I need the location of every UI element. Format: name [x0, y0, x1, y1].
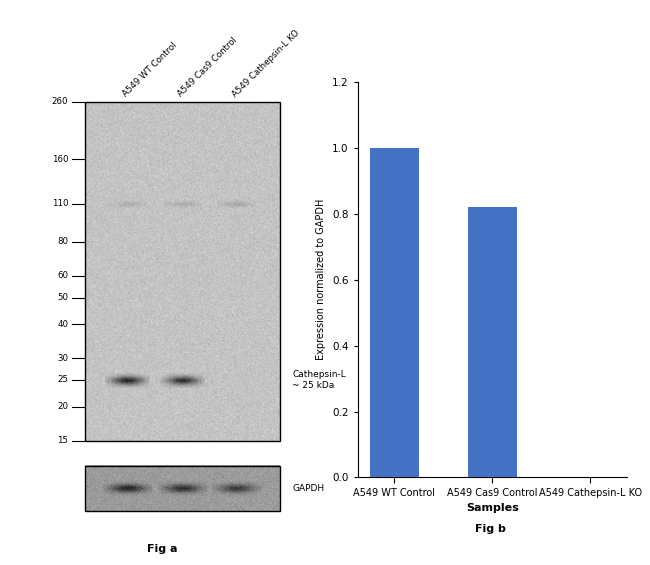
Text: 80: 80: [57, 237, 68, 246]
Text: 20: 20: [57, 402, 68, 411]
Text: Cathepsin-L
~ 25 kDa: Cathepsin-L ~ 25 kDa: [292, 370, 346, 390]
Text: A549 WT Control: A549 WT Control: [121, 41, 179, 99]
Bar: [468, 207, 517, 477]
Text: 40: 40: [57, 320, 68, 329]
Text: Fig a: Fig a: [148, 544, 177, 554]
Text: A549 Cas9 Control: A549 Cas9 Control: [176, 36, 239, 99]
X-axis label: Samples: Samples: [466, 503, 519, 514]
Bar: [84, 102, 280, 441]
Text: GAPDH: GAPDH: [292, 484, 324, 493]
Bar: [84, 466, 280, 511]
Text: 260: 260: [52, 97, 68, 106]
Text: 60: 60: [57, 271, 68, 280]
Text: 15: 15: [57, 436, 68, 445]
Text: 50: 50: [57, 293, 68, 302]
Text: 25: 25: [57, 376, 68, 385]
Bar: [370, 148, 419, 477]
Text: Fig b: Fig b: [475, 524, 506, 534]
Text: 110: 110: [52, 199, 68, 208]
Text: A549 Cathepsin-L KO: A549 Cathepsin-L KO: [230, 28, 301, 99]
Y-axis label: Expression normalized to GAPDH: Expression normalized to GAPDH: [317, 199, 326, 360]
Text: 30: 30: [57, 354, 68, 363]
Text: 160: 160: [52, 155, 68, 164]
